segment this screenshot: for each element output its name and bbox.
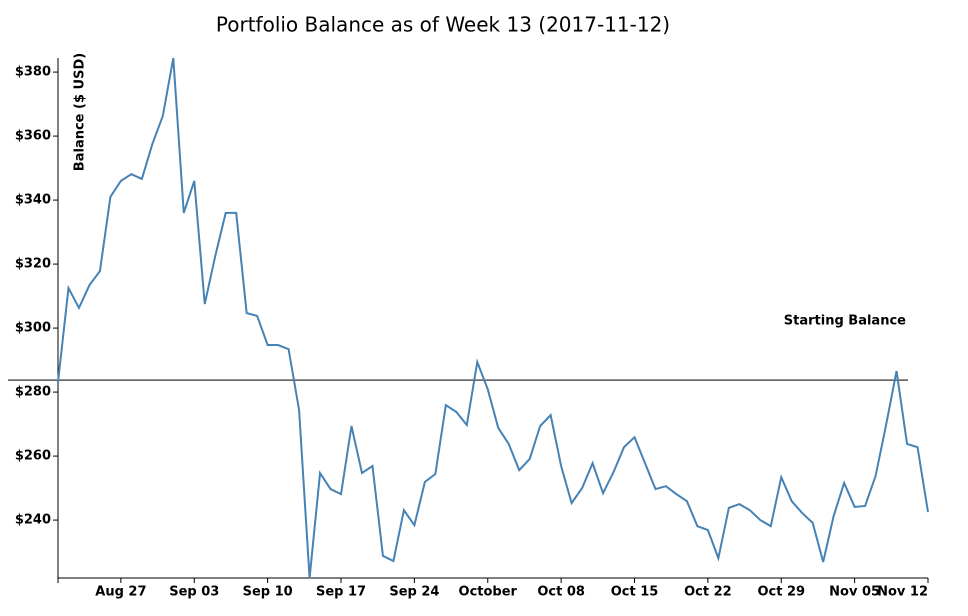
y-tick-label: $320 (15, 257, 51, 272)
x-tick-label: Oct 15 (611, 585, 659, 600)
x-tick-label: Sep 10 (243, 585, 293, 600)
x-tick-label: Oct 08 (537, 585, 585, 600)
x-tick-label: Nov 12 (877, 585, 928, 600)
x-tick-label: Nov 05 (829, 585, 880, 600)
y-axis-label: Balance ($ USD) (73, 53, 88, 171)
x-tick-label: Sep 24 (389, 585, 439, 600)
y-tick-label: $380 (15, 65, 51, 80)
y-tick-label: $340 (15, 193, 51, 208)
x-tick-label: Sep 17 (316, 585, 366, 600)
x-tick-label: Sep 03 (169, 585, 219, 600)
x-tick-label: Aug 27 (95, 585, 146, 600)
reference-label: Starting Balance (784, 314, 906, 329)
chart-title: Portfolio Balance as of Week 13 (2017-11… (216, 13, 670, 37)
y-tick-label: $260 (15, 449, 51, 464)
data-line (57, 57, 929, 579)
y-tick-label: $280 (15, 385, 51, 400)
y-tick-label: $360 (15, 129, 51, 144)
x-tick-label: Oct 29 (757, 585, 805, 600)
y-tick-label: $300 (15, 321, 51, 336)
y-tick-label: $240 (15, 513, 51, 528)
x-tick-label: October (459, 585, 518, 600)
x-tick-label: Oct 22 (684, 585, 732, 600)
